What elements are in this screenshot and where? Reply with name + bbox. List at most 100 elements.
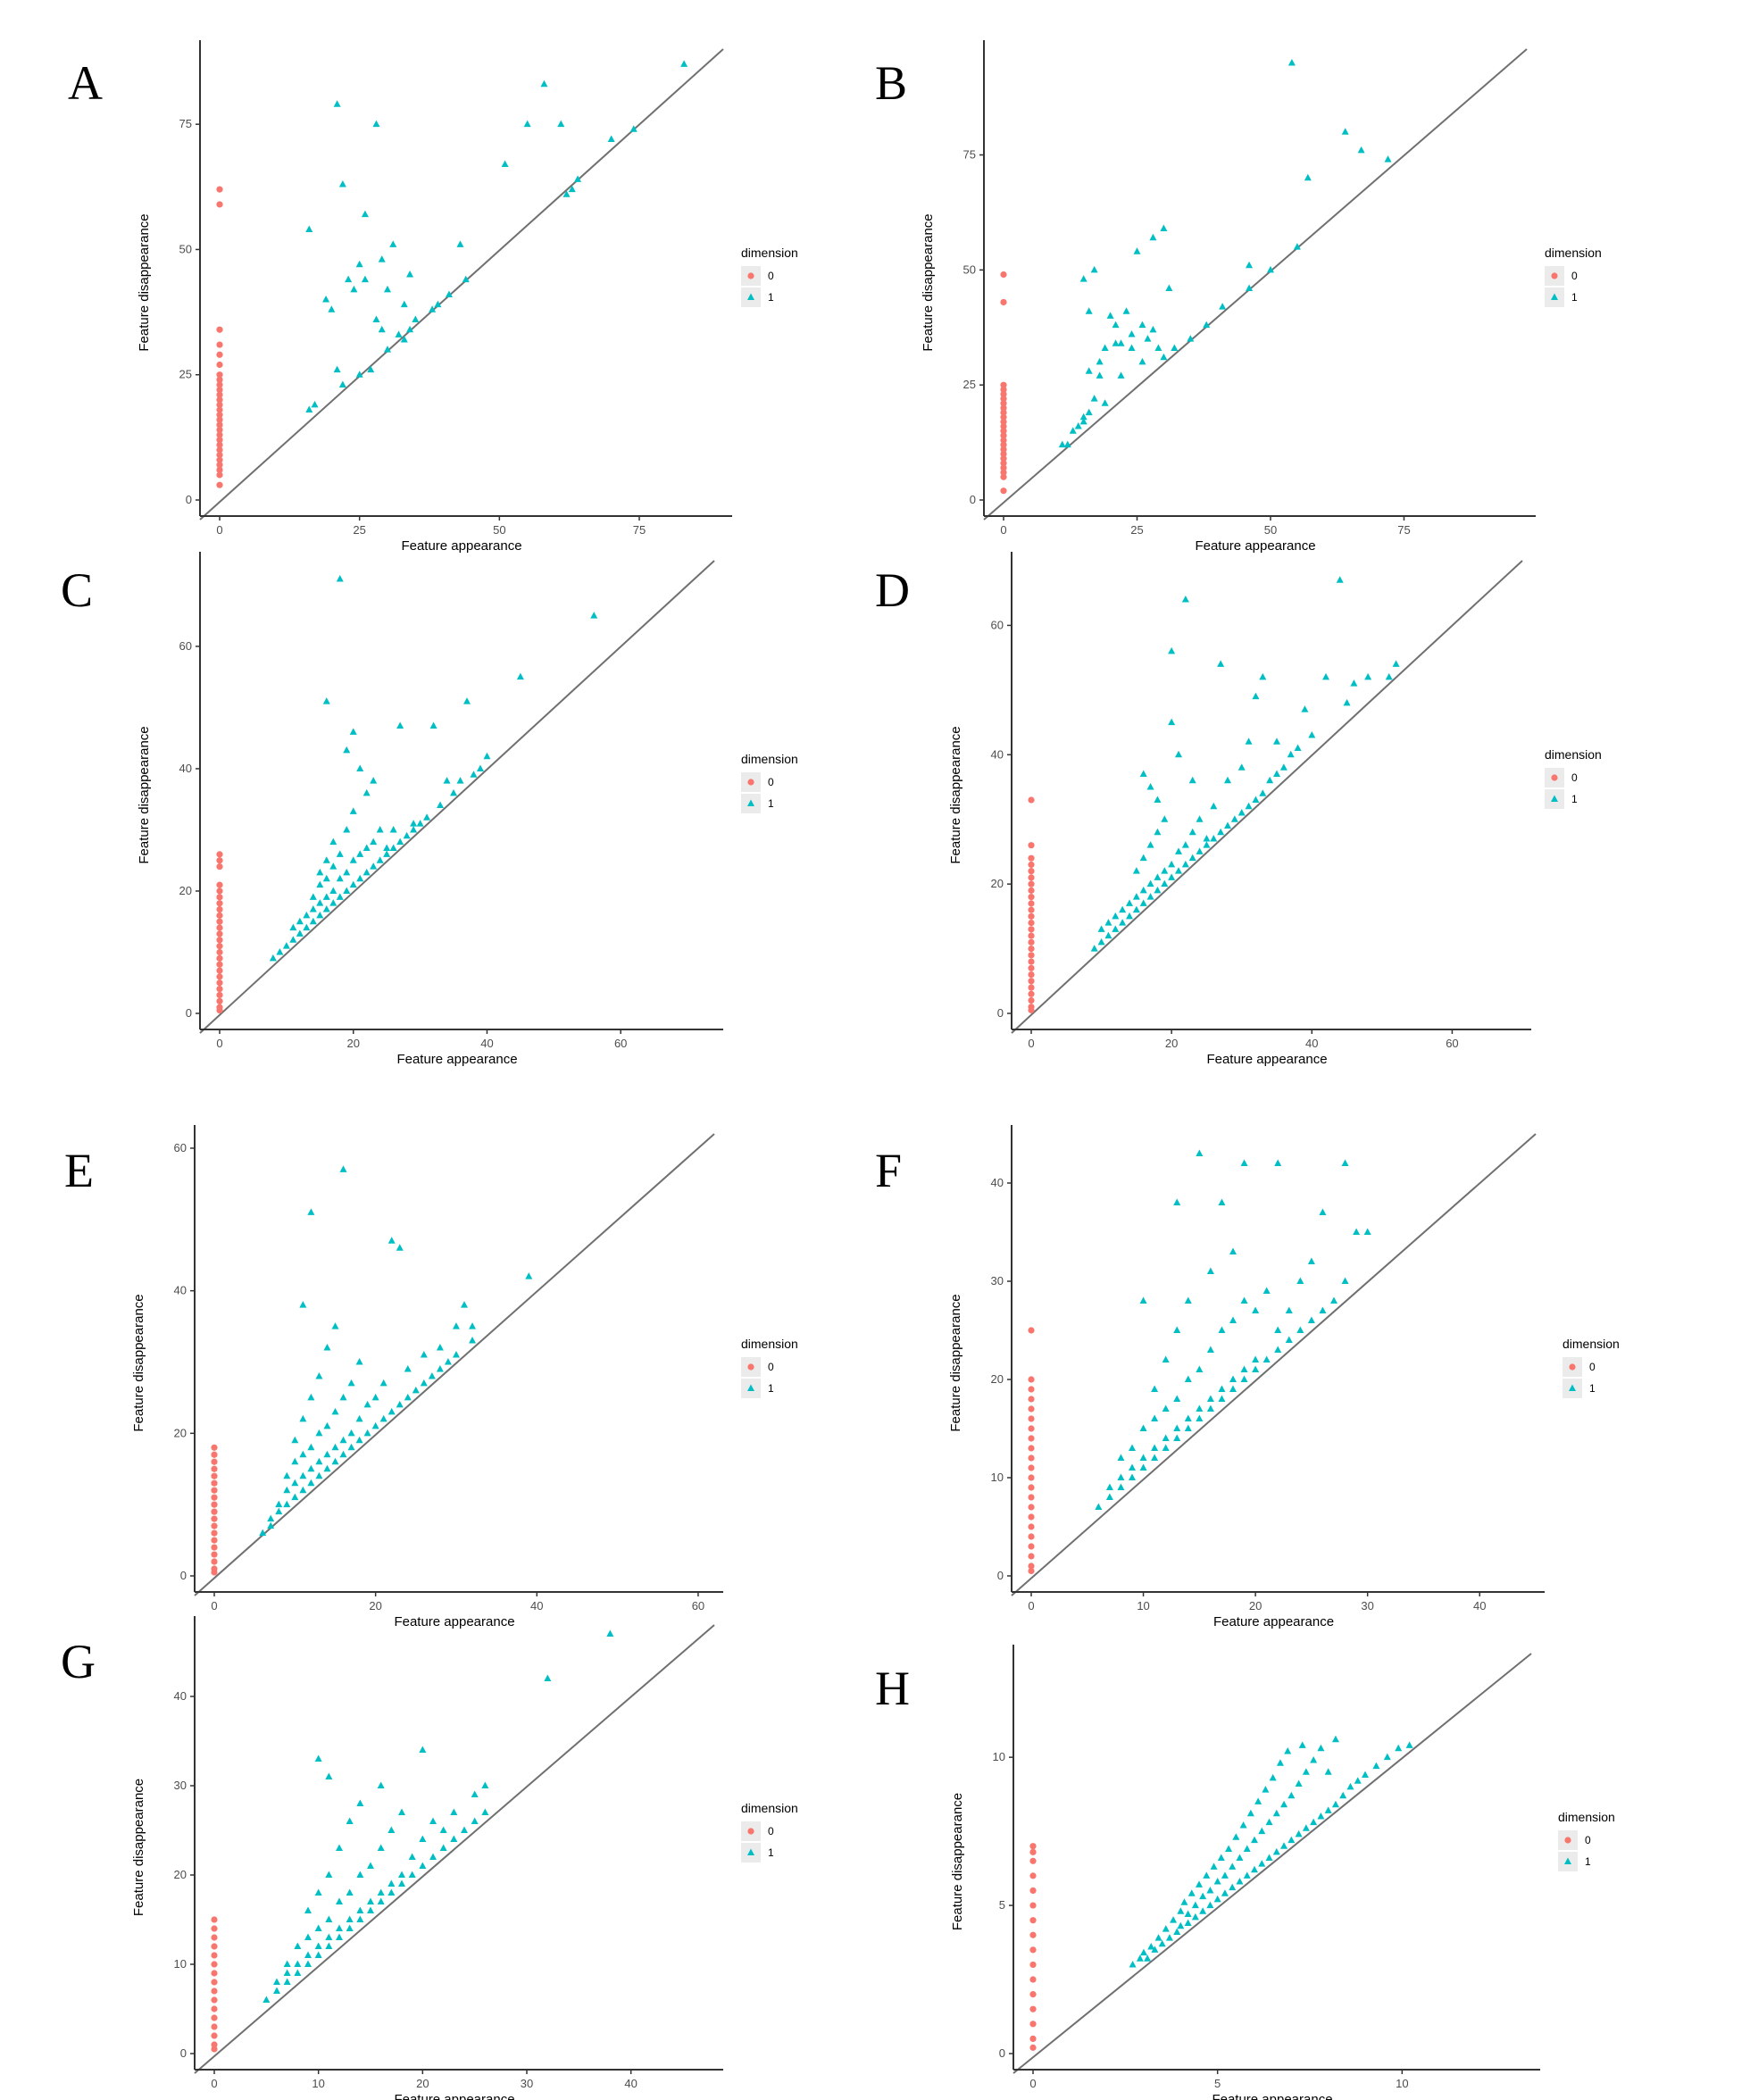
dimension-1-point <box>1119 905 1127 913</box>
dimension-1-point <box>1112 912 1120 920</box>
dimension-1-point <box>452 1351 460 1358</box>
dimension-1-point <box>574 175 582 182</box>
dimension-1-point <box>629 125 638 132</box>
dimension-1-point <box>1307 1316 1315 1323</box>
legend-title: dimension <box>741 1337 798 1351</box>
x-tick-label: 60 <box>692 1599 704 1612</box>
dimension-1-point <box>1240 1296 1248 1304</box>
x-tick-label: 0 <box>1028 1037 1034 1050</box>
dimension-0-point <box>1000 446 1007 453</box>
dimension-0-point <box>216 997 223 1004</box>
y-tick-label: 75 <box>179 117 192 130</box>
dimension-1-point <box>349 880 357 888</box>
dimension-0-point <box>1028 920 1035 927</box>
dimension-1-point <box>1254 1797 1262 1804</box>
dimension-1-point <box>1117 1473 1125 1480</box>
dimension-1-point <box>378 255 386 262</box>
x-tick-label: 40 <box>480 1037 493 1050</box>
dimension-1-point <box>1175 847 1182 854</box>
y-tick-label: 0 <box>186 493 192 506</box>
y-tick-label: 0 <box>997 1569 1004 1582</box>
dimension-1-point <box>523 120 531 128</box>
dimension-1-point <box>1364 672 1372 680</box>
dimension-1-point <box>336 850 344 857</box>
dimension-1-point <box>1188 1889 1196 1896</box>
dimension-0-point <box>1000 386 1007 393</box>
dimension-1-point <box>1252 1355 1260 1362</box>
dimension-1-point <box>372 120 380 128</box>
dimension-1-point <box>356 850 364 857</box>
dimension-1-point <box>305 225 313 232</box>
dimension-1-point <box>1097 925 1105 932</box>
dimension-1-point <box>1229 1883 1237 1891</box>
x-axis-title: Feature appearance <box>1206 1052 1327 1067</box>
dimension-1-point <box>1161 879 1169 888</box>
dimension-1-point <box>1112 339 1120 346</box>
dimension-1-point <box>1385 672 1393 680</box>
dimension-1-point <box>314 1942 322 1949</box>
dimension-0-point <box>216 441 223 448</box>
dimension-1-point <box>445 290 453 297</box>
dimension-1-point <box>1151 1946 1159 1953</box>
dimension-0-point <box>1028 926 1035 933</box>
dimension-1-point <box>259 1529 267 1537</box>
dimension-0-point <box>216 954 223 962</box>
dimension-0-point <box>1028 1454 1035 1462</box>
dimension-0-point <box>216 371 223 379</box>
dimension-1-point <box>1162 1444 1170 1451</box>
diagonal-line <box>1011 560 1523 1034</box>
dimension-0-point <box>1028 958 1035 965</box>
dimension-0-point <box>1028 978 1035 985</box>
dimension-0-point <box>1029 1976 1037 1983</box>
dimension-1-point <box>469 1322 477 1329</box>
panel-label: G <box>61 1635 96 1688</box>
dimension-1-point <box>1196 1149 1204 1156</box>
dimension-1-point <box>416 820 424 827</box>
y-tick-label: 20 <box>991 1372 1004 1386</box>
legend-dimension-1-icon <box>1564 1857 1571 1864</box>
dimension-1-point <box>1196 1365 1204 1372</box>
dimension-1-point <box>1149 325 1157 333</box>
dimension-1-point <box>1218 1395 1226 1402</box>
panel-e: E 0 20 40 60 0 20 40 60 Feature appearance Featur… <box>0 1125 875 1629</box>
dimension-1-point <box>303 911 311 919</box>
y-tick-label: 20 <box>174 1426 187 1439</box>
dimension-0-point <box>1028 971 1035 979</box>
dimension-1-point <box>1129 1473 1136 1480</box>
dimension-1-point <box>346 1888 354 1896</box>
legend-dimension-1-icon <box>747 1384 754 1391</box>
dimension-1-point <box>1246 261 1254 269</box>
dimension-1-point <box>408 1871 416 1878</box>
dimension-1-point <box>1170 1916 1178 1923</box>
x-axis-title: Feature appearance <box>396 1052 517 1067</box>
x-axis-title: Feature appearance <box>401 538 521 554</box>
dimension-0-point <box>211 1515 218 1522</box>
dimension-1-point <box>1252 692 1260 700</box>
dimension-0-point <box>1000 404 1007 412</box>
legend-label: 0 <box>1571 270 1578 282</box>
dimension-1-point <box>481 1781 489 1788</box>
panel-f: F 0 10 20 30 40 0 10 20 30 40 Feature appearance Fe… <box>875 1125 1750 1629</box>
dimension-0-point <box>1000 381 1007 388</box>
dimension-0-point <box>216 376 223 383</box>
dimension-1-point <box>325 1915 333 1922</box>
dimension-1-point <box>347 1443 355 1451</box>
dimension-1-point <box>311 400 319 408</box>
dimension-1-point <box>314 1951 322 1958</box>
dimension-0-point <box>1028 887 1035 894</box>
dimension-0-point <box>216 862 223 871</box>
dimension-0-point <box>211 1508 218 1515</box>
dimension-1-point <box>1265 1818 1273 1826</box>
dimension-1-point <box>1184 1919 1192 1926</box>
dimension-1-point <box>450 788 458 796</box>
dimension-1-point <box>1324 1768 1332 1775</box>
dimension-0-point <box>216 471 223 479</box>
dimension-1-point <box>362 788 371 796</box>
legend-label: 0 <box>768 1361 774 1373</box>
scatter-plot: 0 25 50 75 0 25 50 75 Feature appearance Feature … <box>137 40 798 554</box>
dimension-1-point <box>388 1888 396 1896</box>
dimension-1-point <box>1276 1759 1284 1766</box>
panel-b: B 0 25 50 75 0 25 50 75 Feature appearance Featur… <box>875 0 1750 554</box>
dimension-1-point <box>1173 1424 1181 1431</box>
dimension-1-point <box>343 868 351 876</box>
